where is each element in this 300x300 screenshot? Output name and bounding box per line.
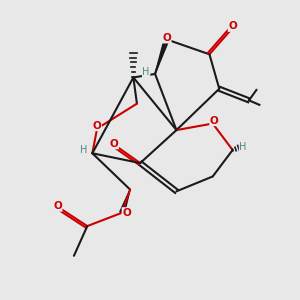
- Text: O: O: [122, 208, 131, 218]
- Text: O: O: [93, 121, 101, 130]
- Text: H: H: [80, 145, 87, 155]
- Polygon shape: [155, 39, 169, 74]
- Text: H: H: [142, 68, 150, 77]
- Text: O: O: [53, 201, 62, 211]
- Text: H: H: [239, 142, 247, 152]
- Text: O: O: [162, 33, 171, 43]
- Text: O: O: [110, 139, 118, 149]
- Text: O: O: [210, 116, 219, 126]
- Polygon shape: [120, 190, 130, 214]
- Text: O: O: [228, 21, 237, 32]
